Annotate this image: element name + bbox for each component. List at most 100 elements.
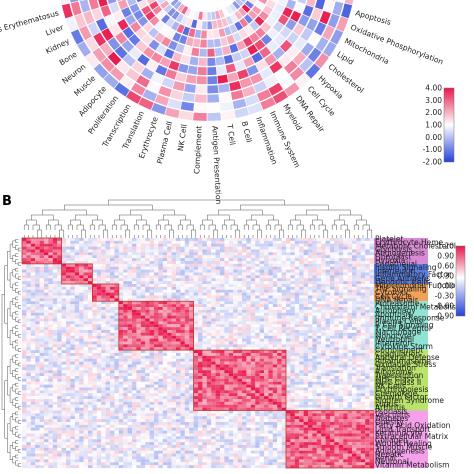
correlation-cell bbox=[281, 327, 287, 331]
correlation-cell bbox=[30, 295, 36, 299]
correlation-cell bbox=[193, 373, 199, 377]
correlation-cell bbox=[26, 370, 31, 374]
correlation-cell bbox=[347, 301, 353, 305]
correlation-cell bbox=[290, 358, 295, 362]
correlation-cell bbox=[167, 240, 172, 244]
correlation-cell bbox=[360, 347, 366, 351]
correlation-cell bbox=[242, 269, 247, 273]
correlation-cell bbox=[48, 252, 53, 256]
correlation-cell bbox=[343, 338, 348, 342]
correlation-cell bbox=[48, 281, 53, 285]
correlation-cell bbox=[74, 240, 80, 244]
correlation-cell bbox=[114, 255, 119, 259]
correlation-cell bbox=[277, 353, 282, 356]
correlation-cell bbox=[74, 327, 80, 331]
correlation-cell bbox=[220, 341, 225, 345]
correlation-cell bbox=[110, 341, 115, 345]
correlation-cell bbox=[303, 266, 309, 270]
correlation-cell bbox=[224, 272, 229, 276]
correlation-cell bbox=[114, 350, 119, 354]
correlation-cell bbox=[206, 338, 212, 342]
correlation-cell bbox=[303, 298, 309, 302]
correlation-cell bbox=[79, 278, 84, 282]
correlation-cell bbox=[316, 350, 322, 354]
correlation-cell bbox=[110, 376, 115, 379]
correlation-cell bbox=[255, 376, 260, 379]
correlation-cell bbox=[171, 298, 177, 302]
correlation-cell bbox=[70, 364, 75, 368]
correlation-cell bbox=[22, 292, 27, 296]
correlation-cell bbox=[343, 266, 348, 270]
correlation-cell bbox=[277, 361, 282, 365]
correlation-cell bbox=[365, 384, 370, 388]
correlation-cell bbox=[303, 332, 309, 336]
correlation-cell bbox=[312, 344, 317, 348]
correlation-cell bbox=[189, 252, 194, 256]
correlation-cell bbox=[338, 255, 344, 259]
correlation-cell bbox=[176, 304, 181, 308]
correlation-cell bbox=[61, 281, 67, 285]
correlation-cell bbox=[176, 252, 181, 256]
correlation-cell bbox=[237, 341, 243, 345]
correlation-cell bbox=[154, 240, 159, 244]
correlation-cell bbox=[308, 373, 313, 377]
correlation-cell bbox=[321, 344, 326, 348]
correlation-cell bbox=[334, 261, 339, 264]
correlation-cell bbox=[162, 258, 168, 262]
correlation-cell bbox=[180, 350, 185, 354]
correlation-cell bbox=[101, 370, 106, 374]
correlation-cell bbox=[220, 315, 225, 319]
correlation-cell bbox=[92, 292, 97, 296]
correlation-cell bbox=[44, 309, 49, 313]
correlation-cell bbox=[356, 255, 361, 259]
correlation-cell bbox=[255, 347, 260, 351]
correlation-cell bbox=[30, 298, 36, 302]
correlation-cell bbox=[48, 353, 53, 356]
correlation-cell bbox=[347, 315, 353, 319]
correlation-cell bbox=[176, 370, 181, 374]
correlation-cell bbox=[193, 358, 199, 362]
correlation-cell bbox=[220, 327, 225, 331]
correlation-cell bbox=[149, 370, 155, 374]
correlation-cell bbox=[184, 381, 190, 385]
correlation-cell bbox=[286, 324, 291, 328]
correlation-cell bbox=[149, 246, 155, 250]
correlation-cell bbox=[136, 292, 141, 296]
correlation-cell bbox=[290, 292, 295, 296]
correlation-cell bbox=[92, 238, 97, 241]
correlation-cell bbox=[352, 361, 357, 365]
correlation-cell bbox=[321, 324, 326, 328]
correlation-cell bbox=[286, 381, 291, 385]
correlation-cell bbox=[30, 332, 36, 336]
circular-heatmap-cell bbox=[206, 102, 221, 113]
correlation-cell bbox=[189, 378, 194, 382]
correlation-cell bbox=[189, 384, 194, 388]
correlation-cell bbox=[154, 341, 159, 345]
correlation-cell bbox=[74, 278, 80, 282]
correlation-cell bbox=[202, 252, 207, 256]
correlation-cell bbox=[140, 321, 146, 325]
correlation-cell bbox=[220, 286, 225, 290]
circular-heatmap-cell bbox=[220, 109, 236, 121]
correlation-cell bbox=[338, 304, 344, 308]
correlation-cell bbox=[286, 278, 291, 282]
correlation-cell bbox=[321, 312, 326, 316]
correlation-cell bbox=[88, 307, 93, 310]
correlation-cell bbox=[158, 370, 163, 374]
correlation-cell bbox=[127, 364, 133, 368]
correlation-cell bbox=[189, 261, 194, 264]
correlation-cell bbox=[92, 330, 97, 333]
correlation-cell bbox=[242, 353, 247, 356]
correlation-cell bbox=[180, 364, 185, 368]
correlation-cell bbox=[246, 338, 251, 342]
correlation-cell bbox=[162, 261, 168, 264]
correlation-cell bbox=[48, 358, 53, 362]
correlation-cell bbox=[70, 327, 75, 331]
correlation-cell bbox=[118, 281, 124, 285]
correlation-cell bbox=[321, 367, 326, 371]
correlation-cell bbox=[39, 312, 45, 316]
correlation-cell bbox=[74, 298, 80, 302]
correlation-cell bbox=[52, 318, 58, 322]
colorbar-a-tick: 1.00 bbox=[425, 121, 442, 130]
correlation-cell bbox=[92, 307, 97, 310]
